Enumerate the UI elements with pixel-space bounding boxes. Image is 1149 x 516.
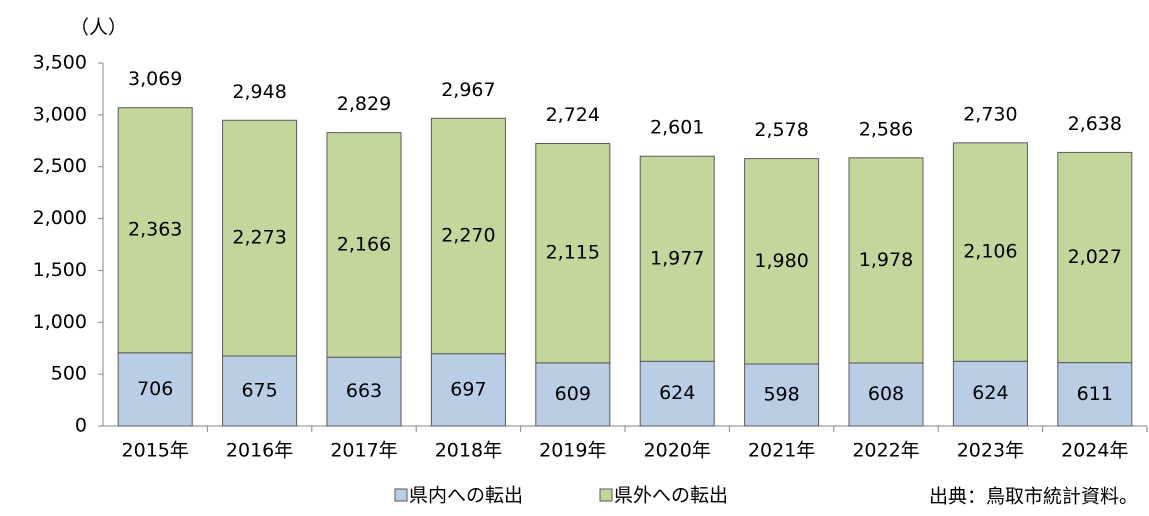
bar-segment — [222, 119, 298, 357]
data-label: 1,977 — [650, 247, 704, 269]
data-label: 663 — [346, 380, 382, 402]
legend-swatch — [394, 488, 408, 502]
bar-segment — [430, 117, 506, 355]
bar-segment — [848, 157, 924, 364]
x-tick-label: 2022年 — [852, 440, 919, 462]
legend-label: 県内への転出 — [409, 485, 523, 507]
y-tick-label: 1,000 — [33, 311, 87, 333]
data-label: 2,273 — [232, 227, 286, 249]
y-tick-label: 3,000 — [33, 103, 87, 125]
source-note: 出典：鳥取市統計資料。 — [929, 486, 1138, 508]
bar-segment — [848, 362, 924, 427]
data-label: 611 — [1077, 383, 1113, 405]
data-label: 624 — [659, 382, 695, 404]
data-label: 2,166 — [337, 233, 391, 255]
y-tick-label: 500 — [51, 363, 87, 385]
y-tick-label: 0 — [75, 415, 87, 437]
x-tick-label: 2023年 — [957, 440, 1024, 462]
bar-segment — [1057, 362, 1133, 427]
total-label: 2,586 — [859, 118, 913, 140]
legend-label: 県外への転出 — [614, 485, 728, 507]
bar-segment — [744, 363, 820, 427]
data-label: 1,978 — [859, 249, 913, 271]
x-tick-label: 2021年 — [748, 440, 815, 462]
total-label: 2,601 — [650, 117, 704, 139]
x-tick-label: 2017年 — [330, 440, 397, 462]
data-label: 675 — [241, 379, 277, 401]
bar-segment — [952, 142, 1028, 362]
data-label: 608 — [868, 383, 904, 405]
data-label: 2,027 — [1068, 246, 1122, 268]
x-tick-label: 2016年 — [226, 440, 293, 462]
bar-segment — [117, 107, 193, 354]
bar-segment — [639, 360, 715, 427]
total-label: 2,638 — [1068, 113, 1122, 135]
bar-segment — [535, 362, 611, 427]
x-tick-label: 2015年 — [122, 440, 189, 462]
data-label: 2,270 — [441, 224, 495, 246]
data-label: 697 — [450, 378, 486, 400]
bar-segment — [326, 356, 402, 427]
bar-segment — [430, 353, 506, 427]
total-label: 2,578 — [754, 119, 808, 141]
data-label: 598 — [763, 383, 799, 405]
bar-segment — [1057, 151, 1133, 364]
total-label: 2,829 — [337, 93, 391, 115]
total-label: 2,967 — [441, 79, 495, 101]
bar-segment — [535, 142, 611, 364]
total-label: 3,069 — [128, 68, 182, 90]
data-label: 609 — [555, 383, 591, 405]
bar-segment — [639, 155, 715, 362]
y-axis-label: （人） — [70, 17, 127, 39]
data-label: 706 — [137, 378, 173, 400]
y-tick-label: 1,500 — [33, 259, 87, 281]
data-label: 2,115 — [546, 242, 600, 264]
bar-segment — [744, 158, 820, 365]
bar-segment — [952, 360, 1028, 427]
y-tick-label: 2,500 — [33, 155, 87, 177]
bar-segment — [117, 352, 193, 427]
data-label: 1,980 — [754, 250, 808, 272]
y-tick-label: 2,000 — [33, 207, 87, 229]
x-tick-label: 2020年 — [644, 440, 711, 462]
x-tick-label: 2024年 — [1061, 440, 1128, 462]
bar-segment — [326, 132, 402, 358]
x-tick-label: 2018年 — [435, 440, 502, 462]
data-label: 2,106 — [963, 241, 1017, 263]
x-tick-label: 2019年 — [539, 440, 606, 462]
total-label: 2,724 — [546, 104, 600, 126]
total-label: 2,730 — [963, 103, 1017, 125]
legend-swatch — [599, 488, 613, 502]
data-label: 624 — [972, 382, 1008, 404]
total-label: 2,948 — [232, 81, 286, 103]
y-tick-label: 3,500 — [33, 52, 87, 74]
data-label: 2,363 — [128, 219, 182, 241]
